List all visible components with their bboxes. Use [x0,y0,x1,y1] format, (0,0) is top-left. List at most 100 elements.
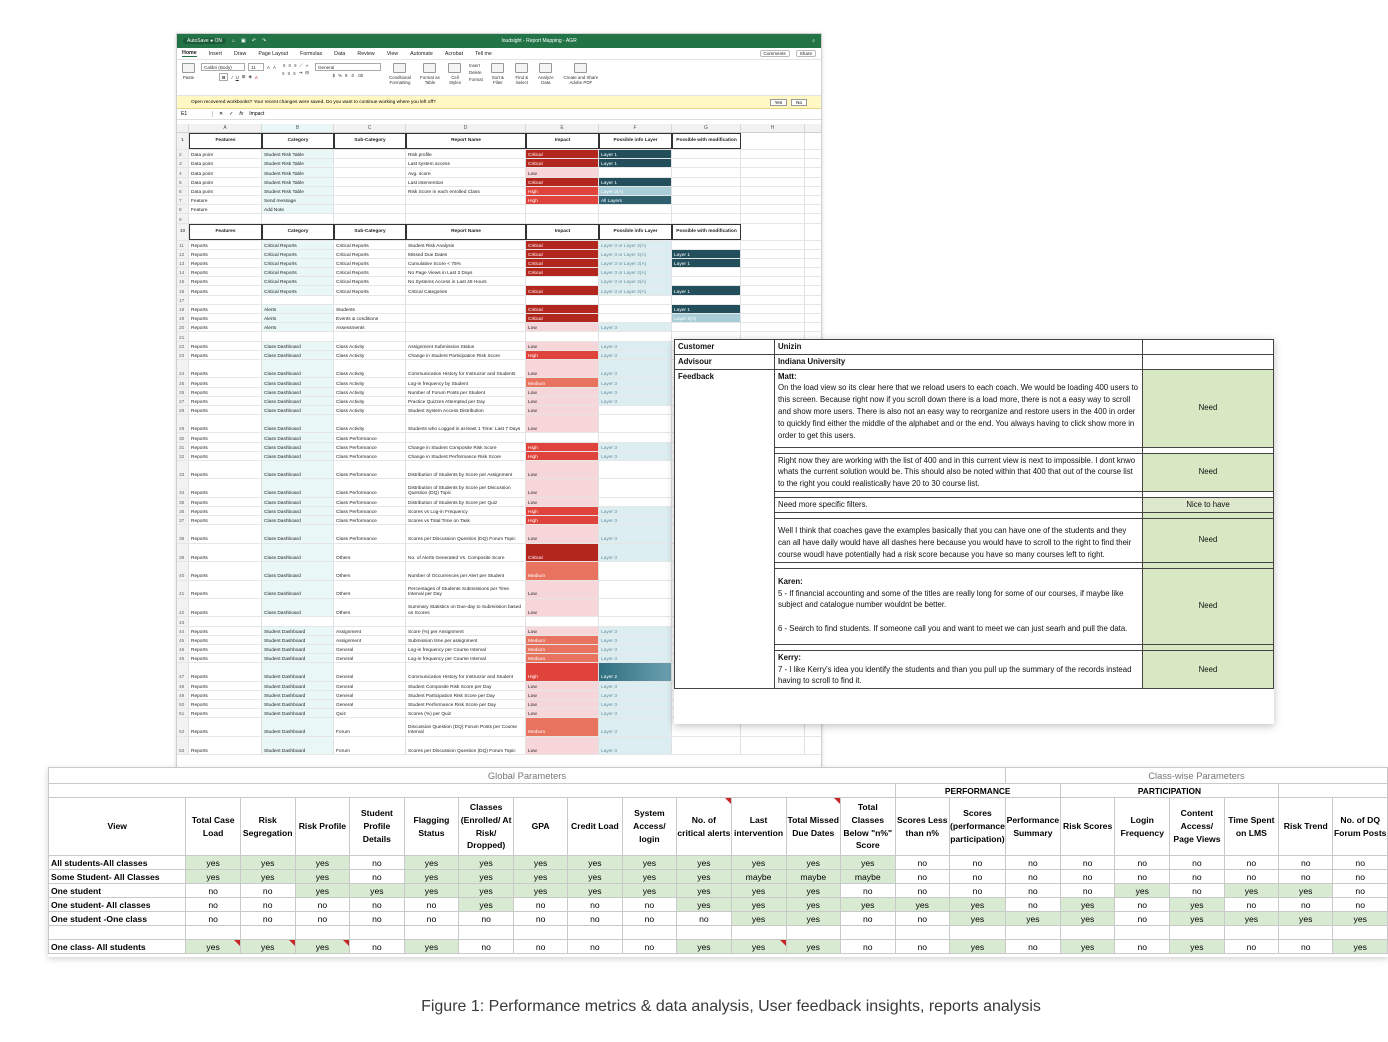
row-number[interactable]: 6 [177,186,189,195]
decimal-decrease-icon[interactable]: .00 [357,73,364,78]
category-cell[interactable]: Class Dashboard [262,442,334,451]
report-name-cell[interactable]: Log-in frequency per Course Interval [406,644,526,654]
report-name-cell[interactable]: Risk Score in each enrolled Class [406,186,526,195]
feature-cell[interactable]: Reports [189,562,262,580]
align-middle-icon[interactable]: ≡ [288,63,291,68]
sub-category-cell[interactable]: Assignment [334,626,406,635]
bold-button[interactable]: B [219,73,229,81]
row-number[interactable]: 29 [177,415,189,433]
empty-cell[interactable] [741,214,805,223]
sub-category-cell[interactable]: General [334,654,406,663]
category-cell[interactable]: Student Dashboard [262,644,334,654]
category-cell[interactable]: Alerts [262,323,334,332]
modification-cell[interactable]: Layer 1 [672,258,741,268]
column-header-g[interactable]: G [672,124,741,132]
impact-cell[interactable]: Low [526,479,599,497]
report-name-cell[interactable]: Last intervention [406,177,526,186]
impact-cell[interactable]: Low [526,387,599,396]
report-name-cell[interactable]: Student Risk Analysis [406,240,526,249]
report-name-cell[interactable] [406,433,526,442]
row-number[interactable]: 1 [177,133,189,149]
impact-cell[interactable]: High [526,442,599,451]
empty-cell[interactable] [741,150,805,159]
row-number[interactable]: 41 [177,580,189,598]
category-cell[interactable]: Student Risk Table [262,168,334,177]
feature-cell[interactable]: Reports [189,286,262,295]
report-name-cell[interactable]: Summary Statistics on Due-day to Submiss… [406,598,526,617]
feature-cell[interactable]: Reports [189,323,262,332]
empty-cell[interactable] [672,332,741,341]
empty-cell[interactable] [406,332,526,341]
impact-cell[interactable]: Critical [526,304,599,313]
row-number[interactable]: 14 [177,268,189,277]
report-name-cell[interactable]: Communication History for Instructor and… [406,663,526,681]
empty-cell[interactable] [406,295,526,304]
row-number[interactable]: 21 [177,332,189,341]
impact-cell[interactable]: High [526,516,599,525]
decimal-increase-icon[interactable]: .0 [350,73,355,78]
align-left-icon[interactable]: ≡ [281,70,285,76]
report-name-cell[interactable]: Distribution of Students by Score per Qu… [406,497,526,506]
feature-cell[interactable]: Reports [189,543,262,562]
row-number[interactable]: 25 [177,378,189,387]
report-name-cell[interactable]: Missed Due Dates [406,249,526,258]
select-all-corner[interactable] [177,124,189,132]
report-name-cell[interactable]: Students who Logged in at-least 1 Time: … [406,415,526,433]
category-cell[interactable]: Class Dashboard [262,479,334,497]
sub-category-cell[interactable]: Events & conditions [334,314,406,323]
impact-cell[interactable]: Critical [526,159,599,168]
sub-category-cell[interactable]: Class Activity [334,350,406,359]
category-cell[interactable]: Class Dashboard [262,598,334,617]
impact-cell[interactable]: Low [526,168,599,177]
ribbon-tab-formulas[interactable]: Formulas [300,50,323,57]
redo-icon[interactable]: ↷ [261,38,267,44]
row-number[interactable]: 52 [177,718,189,736]
fill-color-icon[interactable]: ◈ [248,74,252,79]
empty-cell[interactable] [741,323,805,332]
empty-cell[interactable] [741,240,805,249]
empty-cell[interactable] [599,295,672,304]
sub-category-cell[interactable] [334,205,406,214]
report-name-cell[interactable]: Practice Quizzes Attempted per Day [406,396,526,405]
column-header-c[interactable]: C [334,124,406,132]
row-number[interactable]: 10 [177,223,189,240]
info-layer-cell[interactable] [599,168,672,177]
category-cell[interactable]: Student Dashboard [262,681,334,690]
column-header-e[interactable]: E [526,124,599,132]
info-layer-cell[interactable]: Layer 3 [599,635,672,644]
feature-cell[interactable]: Reports [189,359,262,378]
info-layer-cell[interactable]: Layer 3 or Layer 2(A) [599,277,672,286]
sub-category-cell[interactable]: Assessments [334,323,406,332]
empty-cell[interactable] [526,332,599,341]
empty-cell[interactable] [741,159,805,168]
feature-cell[interactable]: Reports [189,718,262,736]
category-cell[interactable]: Student Dashboard [262,736,334,755]
row-number[interactable]: 46 [177,654,189,663]
row-number[interactable]: 28 [177,405,189,415]
feature-cell[interactable]: Reports [189,644,262,654]
report-name-cell[interactable]: Assignment Submission Status [406,341,526,350]
report-name-cell[interactable]: Scores (%) per Quiz [406,709,526,718]
empty-cell[interactable] [741,295,805,304]
comma-icon[interactable]: 9 [345,73,348,78]
feature-cell[interactable]: Reports [189,405,262,415]
report-name-cell[interactable]: Change in Student Participation Risk Sco… [406,350,526,359]
feature-cell[interactable]: Reports [189,736,262,755]
info-layer-cell[interactable]: Layer 3 [599,654,672,663]
category-cell[interactable]: Class Dashboard [262,461,334,479]
empty-cell[interactable] [262,617,334,626]
empty-cell[interactable] [741,186,805,195]
font-color-icon[interactable]: A [254,74,258,80]
feature-cell[interactable]: Reports [189,580,262,598]
feature-cell[interactable]: Reports [189,433,262,442]
analyze-data-button[interactable]: Analyze Data [537,63,555,85]
ribbon-tab-insert[interactable]: Insert [208,50,222,57]
info-layer-cell[interactable]: Layer 3 [599,341,672,350]
header-cell[interactable]: Sub-Category [334,133,406,149]
empty-cell[interactable] [741,177,805,186]
impact-cell[interactable]: Low [526,359,599,378]
sub-category-cell[interactable]: Critical Reports [334,277,406,286]
empty-cell[interactable] [189,214,262,223]
report-name-cell[interactable]: No. of Alerts Generated Vs. Composite Sc… [406,543,526,562]
row-number[interactable]: 34 [177,479,189,497]
